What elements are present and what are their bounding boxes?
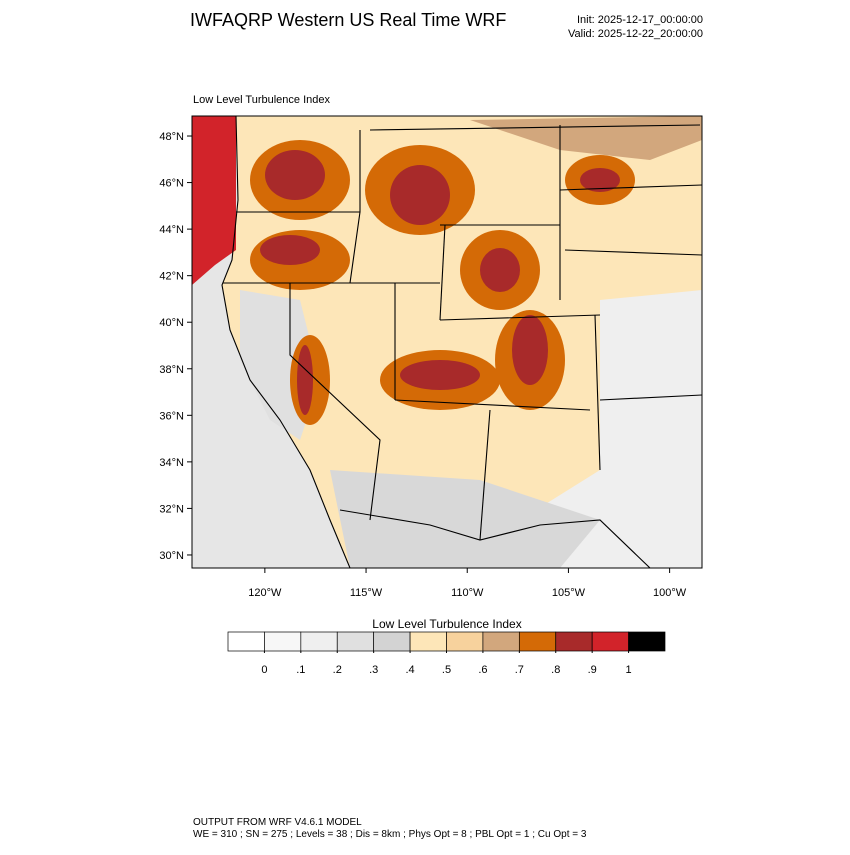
y-tick-label: 30°N xyxy=(159,550,184,562)
map-subtitle: Low Level Turbulence Index xyxy=(193,94,330,106)
colorbar-tick-label: .3 xyxy=(369,664,378,676)
colorbar-tick-label: .8 xyxy=(551,664,560,676)
y-tick-label: 38°N xyxy=(159,364,184,376)
y-tick-label: 32°N xyxy=(159,503,184,515)
map-field xyxy=(191,115,703,569)
colorbar-tick-label: 0 xyxy=(261,664,267,676)
y-tick-label: 36°N xyxy=(159,410,184,422)
colorbar-box xyxy=(555,631,593,652)
colorbar-box xyxy=(373,631,411,652)
x-tick-label: 115°W xyxy=(350,587,383,599)
colorbar-tick-label: .4 xyxy=(405,664,414,676)
y-tick-label: 46°N xyxy=(159,178,184,190)
colorbar-tick-label: .1 xyxy=(296,664,305,676)
x-tick-label: 105°W xyxy=(552,587,586,599)
y-tick-label: 44°N xyxy=(159,224,184,236)
y-tick-label: 40°N xyxy=(159,317,184,329)
y-tick-label: 42°N xyxy=(159,271,184,283)
colorbar-box xyxy=(227,631,265,652)
colorbar-tick-label: .5 xyxy=(442,664,451,676)
colorbar-box xyxy=(300,631,338,652)
y-tick-label: 34°N xyxy=(159,457,184,469)
y-tick-label: 48°N xyxy=(159,131,184,143)
colorbar-title: Low Level Turbulence Index xyxy=(372,617,521,631)
colorbar-box xyxy=(264,631,302,652)
x-tick-label: 110°W xyxy=(451,587,484,599)
colorbar-box xyxy=(336,631,375,652)
footer-line: OUTPUT FROM WRF V4.6.1 MODEL xyxy=(193,817,362,828)
colorbar-tick-label: .2 xyxy=(333,664,342,676)
footer-line: WE = 310 ; SN = 275 ; Levels = 38 ; Dis … xyxy=(193,829,587,840)
colorbar-box xyxy=(446,631,484,652)
colorbar-box xyxy=(628,631,666,652)
colorbar-tick-label: .6 xyxy=(478,664,487,676)
colorbar-tick-label: .7 xyxy=(515,664,524,676)
colorbar-box xyxy=(518,631,557,652)
colorbar-box xyxy=(409,631,447,652)
title: IWFAQRP Western US Real Time WRF xyxy=(190,10,506,30)
colorbar-tick-label: 1 xyxy=(626,664,632,676)
x-tick-label: 100°W xyxy=(653,587,687,599)
init-time: Init: 2025-12-17_00:00:00 xyxy=(577,14,703,26)
valid-time: Valid: 2025-12-22_20:00:00 xyxy=(568,28,703,40)
colorbar-box xyxy=(482,631,520,652)
x-tick-label: 120°W xyxy=(248,587,282,599)
colorbar-tick-label: .9 xyxy=(588,664,597,676)
colorbar-box xyxy=(591,631,629,652)
